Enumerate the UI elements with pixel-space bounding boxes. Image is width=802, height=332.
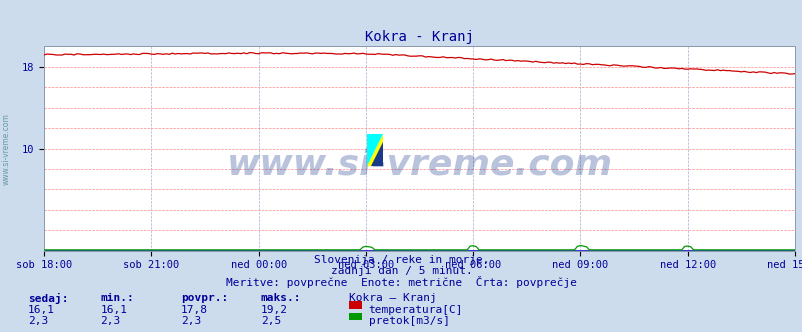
Text: zadnji dan / 5 minut.: zadnji dan / 5 minut. — [330, 266, 472, 276]
Text: www.si-vreme.com: www.si-vreme.com — [2, 114, 11, 185]
Text: sedaj:: sedaj: — [28, 293, 68, 304]
Text: Meritve: povprečne  Enote: metrične  Črta: povprečje: Meritve: povprečne Enote: metrične Črta:… — [225, 276, 577, 288]
Text: povpr.:: povpr.: — [180, 293, 228, 303]
Text: min.:: min.: — [100, 293, 134, 303]
Text: 17,8: 17,8 — [180, 305, 208, 315]
Text: Slovenija / reke in morje.: Slovenija / reke in morje. — [314, 255, 488, 265]
Text: 19,2: 19,2 — [261, 305, 288, 315]
Text: 16,1: 16,1 — [100, 305, 128, 315]
Text: maks.:: maks.: — [261, 293, 301, 303]
Text: 2,3: 2,3 — [100, 316, 120, 326]
Text: pretok[m3/s]: pretok[m3/s] — [368, 316, 449, 326]
Title: Kokra - Kranj: Kokra - Kranj — [365, 30, 473, 44]
Text: 2,3: 2,3 — [180, 316, 200, 326]
Text: www.si-vreme.com: www.si-vreme.com — [226, 148, 612, 182]
Text: Kokra – Kranj: Kokra – Kranj — [349, 293, 436, 303]
Polygon shape — [371, 142, 383, 166]
Text: 2,3: 2,3 — [28, 316, 48, 326]
Text: 2,5: 2,5 — [261, 316, 281, 326]
Text: temperatura[C]: temperatura[C] — [368, 305, 463, 315]
Polygon shape — [367, 134, 383, 166]
Text: 16,1: 16,1 — [28, 305, 55, 315]
Polygon shape — [367, 134, 383, 166]
